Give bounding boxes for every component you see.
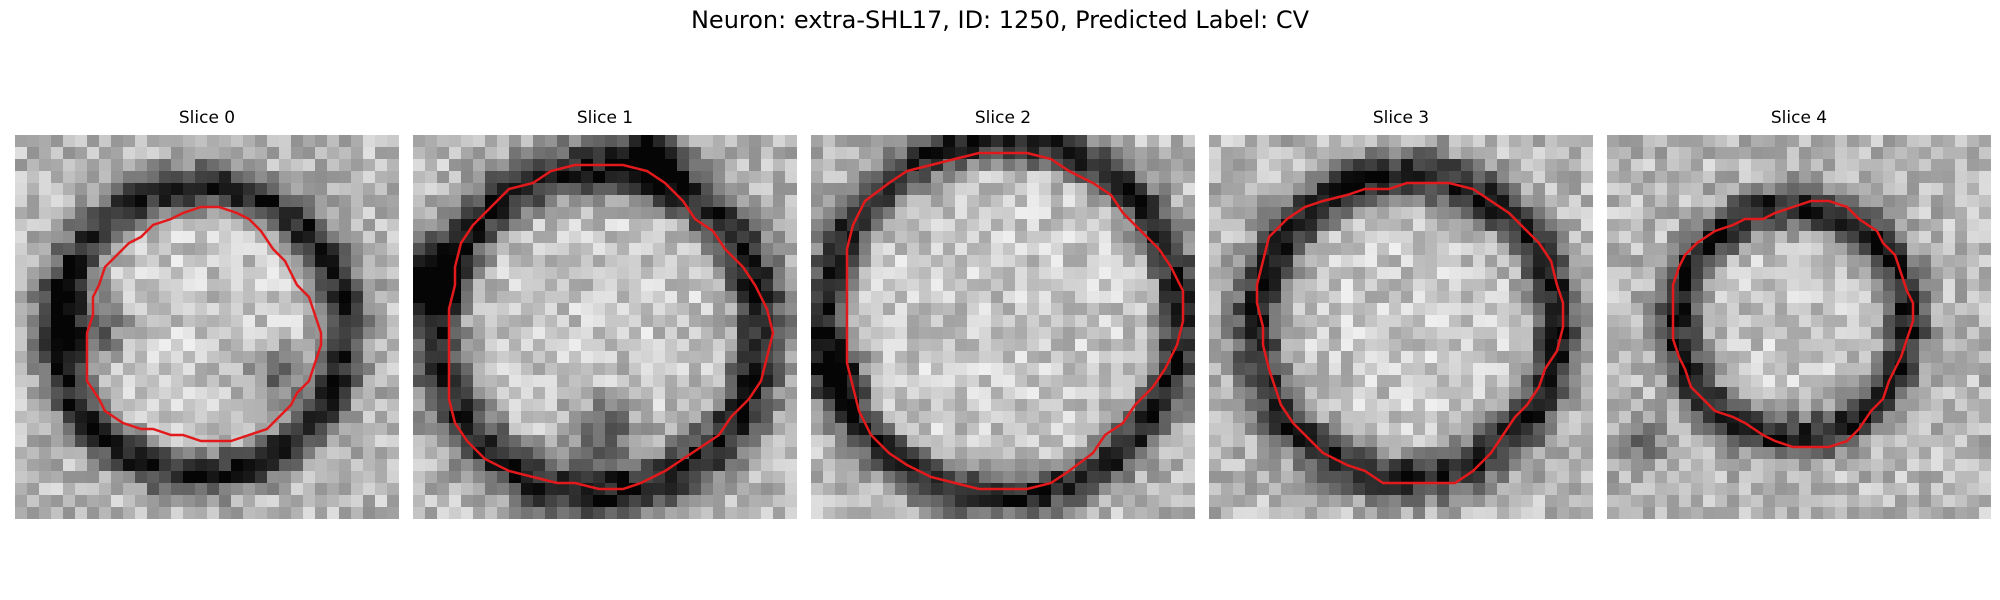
slice-title: Slice 1 [576, 108, 634, 128]
slice-image [811, 135, 1195, 519]
slice-title: Slice 4 [1770, 108, 1828, 128]
segmentation-contour [1255, 181, 1565, 485]
slice-title: Slice 0 [178, 108, 236, 128]
slice-image [1209, 135, 1593, 519]
segmentation-contour [447, 163, 775, 491]
slice-image [15, 135, 399, 519]
segmentation-contour [1671, 199, 1915, 449]
slice-title: Slice 2 [974, 108, 1032, 128]
figure-title: Neuron: extra-SHL17, ID: 1250, Predicted… [690, 6, 1310, 34]
segmentation-contour [845, 151, 1185, 491]
segmentation-contour [85, 205, 323, 443]
slice-image [413, 135, 797, 519]
slice-image [1607, 135, 1991, 519]
slice-title: Slice 3 [1372, 108, 1430, 128]
